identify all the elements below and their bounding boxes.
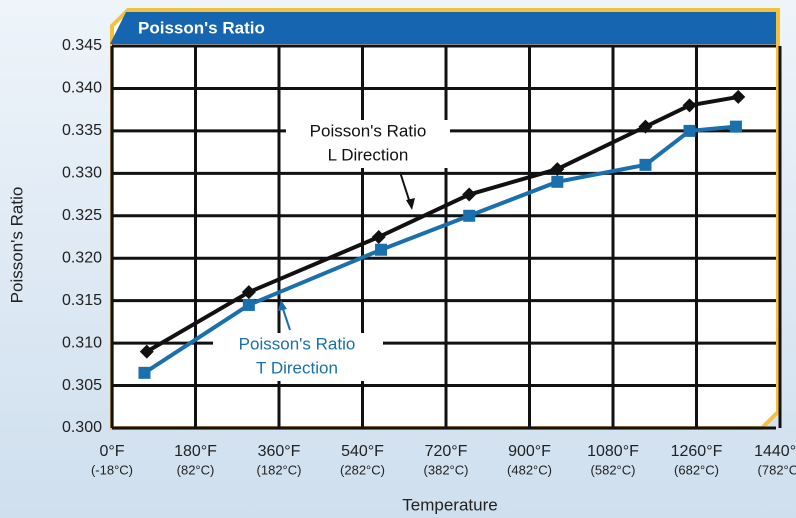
data-point — [683, 124, 696, 137]
x-tick-sublabel: (-18°C) — [91, 462, 133, 477]
y-tick-label: 0.320 — [62, 249, 102, 266]
x-tick-label: 540°F — [341, 443, 384, 460]
x-tick-label: 900°F — [508, 443, 551, 460]
data-point — [550, 162, 565, 177]
data-point — [638, 119, 653, 134]
annotation: Poisson's Ratio — [239, 334, 356, 353]
x-tick-label: 1440°F — [754, 443, 796, 460]
y-tick-label: 0.340 — [62, 80, 102, 97]
x-axis-label: Temperature — [402, 495, 497, 514]
y-tick-label: 0.315 — [62, 292, 102, 309]
x-tick-label: 720°F — [425, 443, 468, 460]
data-point — [371, 230, 386, 244]
data-point — [375, 243, 388, 256]
x-tick-sublabel: (82°C) — [177, 462, 215, 477]
data-point — [138, 366, 151, 379]
x-tick-label: 0°F — [99, 443, 124, 460]
series-line — [145, 94, 739, 354]
x-tick-sublabel: (482°C) — [507, 462, 552, 477]
x-tick-sublabel: (782°C) — [758, 462, 796, 477]
y-axis-label: Poisson's Ratio — [7, 187, 26, 304]
x-tick-sublabel: (682°C) — [674, 462, 719, 477]
annotation-arrowhead — [278, 300, 287, 311]
annotation: L Direction — [328, 145, 409, 164]
y-tick-label: 0.345 — [62, 37, 102, 54]
data-point — [139, 344, 154, 359]
x-tick-label: 1260°F — [671, 443, 723, 460]
chart-title: Poisson's Ratio — [138, 18, 265, 37]
series-line — [143, 124, 737, 375]
x-tick-sublabel: (382°C) — [424, 462, 469, 477]
y-tick-label: 0.305 — [62, 377, 102, 394]
annotation-arrowhead — [406, 198, 415, 210]
data-point — [463, 209, 476, 222]
data-point — [682, 98, 697, 113]
y-tick-label: 0.310 — [62, 334, 102, 351]
y-tick-label: 0.325 — [62, 207, 102, 224]
data-point — [242, 298, 255, 311]
data-point — [639, 158, 652, 171]
x-tick-label: 1080°F — [587, 443, 639, 460]
x-tick-label: 360°F — [258, 443, 301, 460]
y-tick-label: 0.300 — [62, 419, 102, 436]
title-bar — [110, 12, 776, 44]
annotation: T Direction — [256, 358, 338, 377]
data-point — [241, 285, 256, 300]
annotation: Poisson's Ratio — [310, 121, 427, 140]
data-point — [462, 187, 477, 202]
x-tick-sublabel: (582°C) — [591, 462, 636, 477]
annotation-arrow — [281, 305, 291, 331]
data-point — [731, 89, 746, 104]
x-tick-label: 180°F — [174, 443, 217, 460]
data-point — [729, 120, 742, 133]
annotation-bg — [213, 333, 383, 381]
annotation-bg — [286, 120, 450, 168]
x-tick-sublabel: (282°C) — [340, 462, 385, 477]
y-tick-label: 0.330 — [62, 165, 102, 182]
data-point — [551, 175, 564, 188]
x-tick-sublabel: (182°C) — [257, 462, 302, 477]
y-tick-label: 0.335 — [62, 122, 102, 139]
